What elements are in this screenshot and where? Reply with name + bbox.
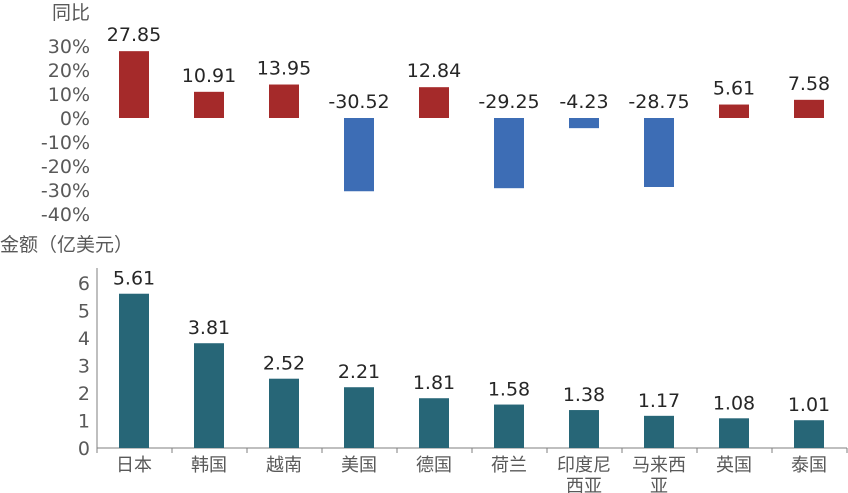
category-label: 日本 bbox=[116, 455, 152, 476]
category-label: 德国 bbox=[416, 455, 452, 476]
amount-data-labels: 5.61 3.81 2.52 2.21 1.81 1.58 1.38 1.17 1.08 1.01 bbox=[113, 268, 830, 417]
yoy-tick-label: -10% bbox=[41, 132, 90, 154]
amount-bar bbox=[644, 415, 674, 448]
yoy-bars bbox=[119, 51, 824, 192]
amount-bar bbox=[794, 420, 824, 448]
category-label: 荷兰 bbox=[491, 455, 527, 476]
yoy-bar bbox=[194, 91, 224, 118]
yoy-bar bbox=[344, 118, 374, 192]
yoy-tick-label: 30% bbox=[48, 36, 90, 58]
amount-data-label: 1.81 bbox=[413, 372, 455, 394]
amount-tick-label: 0 bbox=[78, 438, 90, 460]
yoy-tick-label: -20% bbox=[41, 156, 90, 178]
yoy-bar bbox=[794, 99, 824, 118]
yoy-bar bbox=[269, 84, 299, 118]
yoy-tick-label: 10% bbox=[48, 84, 90, 106]
amount-data-label: 3.81 bbox=[188, 317, 230, 339]
category-label: 越南 bbox=[266, 455, 302, 476]
amount-bar bbox=[419, 398, 449, 448]
yoy-data-label: -4.23 bbox=[559, 91, 608, 113]
yoy-data-label: -29.25 bbox=[478, 91, 539, 113]
yoy-bar bbox=[119, 51, 149, 118]
yoy-data-label: 12.84 bbox=[407, 60, 461, 82]
yoy-axis-title: 同比 bbox=[52, 2, 90, 24]
amount-bar bbox=[119, 293, 149, 448]
amount-bar bbox=[569, 410, 599, 448]
amount-tick-label: 4 bbox=[78, 328, 90, 350]
yoy-chart: 同比 30%20%10%0%-10%-20%-30%-40% 27.85 10.9… bbox=[41, 2, 830, 226]
yoy-data-label: 7.58 bbox=[788, 73, 830, 95]
yoy-tick-label: 0% bbox=[60, 108, 90, 130]
yoy-tick-label: 20% bbox=[48, 60, 90, 82]
yoy-tick-label: -40% bbox=[41, 204, 90, 226]
yoy-data-label: -28.75 bbox=[628, 91, 689, 113]
category-label: 马来西亚 bbox=[632, 455, 686, 493]
amount-y-ticks: 6 5 4 3 2 1 0 bbox=[78, 273, 90, 460]
amount-data-label: 1.08 bbox=[713, 392, 755, 414]
category-label: 英国 bbox=[716, 455, 752, 476]
yoy-data-label: -30.52 bbox=[328, 91, 389, 113]
amount-bar bbox=[269, 378, 299, 448]
yoy-bar bbox=[419, 87, 449, 118]
amount-bar bbox=[194, 343, 224, 448]
yoy-data-labels: 27.85 10.91 13.95 -30.52 12.84 -29.25 -4.23 -28… bbox=[107, 24, 830, 113]
amount-data-label: 1.58 bbox=[488, 379, 530, 401]
amount-data-label: 1.38 bbox=[563, 384, 605, 406]
category-label: 泰国 bbox=[791, 455, 827, 476]
amount-data-label: 1.01 bbox=[788, 394, 830, 416]
amount-bar bbox=[494, 404, 524, 448]
amount-bars bbox=[119, 293, 824, 448]
amount-data-label: 5.61 bbox=[113, 268, 155, 290]
amount-tick-label: 6 bbox=[78, 273, 90, 295]
category-label: 韩国 bbox=[191, 455, 227, 476]
category-label: 美国 bbox=[341, 455, 377, 476]
amount-tick-label: 2 bbox=[78, 383, 90, 405]
yoy-data-label: 10.91 bbox=[182, 65, 236, 87]
amount-bar bbox=[344, 387, 374, 448]
yoy-data-label: 27.85 bbox=[107, 24, 161, 46]
amount-tick-label: 3 bbox=[78, 356, 90, 378]
amount-tick-label: 5 bbox=[78, 301, 90, 323]
amount-data-label: 1.17 bbox=[638, 390, 680, 412]
yoy-bar bbox=[569, 118, 599, 129]
yoy-tick-label: -30% bbox=[41, 180, 90, 202]
amount-data-label: 2.52 bbox=[263, 353, 305, 375]
yoy-bar bbox=[644, 118, 674, 187]
yoy-data-label: 5.61 bbox=[713, 78, 755, 100]
amount-bar bbox=[719, 418, 749, 448]
yoy-data-label: 13.95 bbox=[257, 58, 311, 80]
category-label: 印度尼西亚 bbox=[557, 455, 611, 493]
yoy-bar bbox=[719, 104, 749, 118]
amount-data-label: 2.21 bbox=[338, 361, 380, 383]
amount-chart: 金额（亿美元） 6 5 4 3 2 1 0 5.61 3.81 2.52 2.21 1.81 1.58… bbox=[0, 234, 848, 493]
amount-axis-title: 金额（亿美元） bbox=[0, 234, 133, 256]
amount-tick-label: 1 bbox=[78, 411, 90, 433]
yoy-y-ticks: 30%20%10%0%-10%-20%-30%-40% bbox=[41, 36, 90, 226]
yoy-bar bbox=[494, 118, 524, 189]
